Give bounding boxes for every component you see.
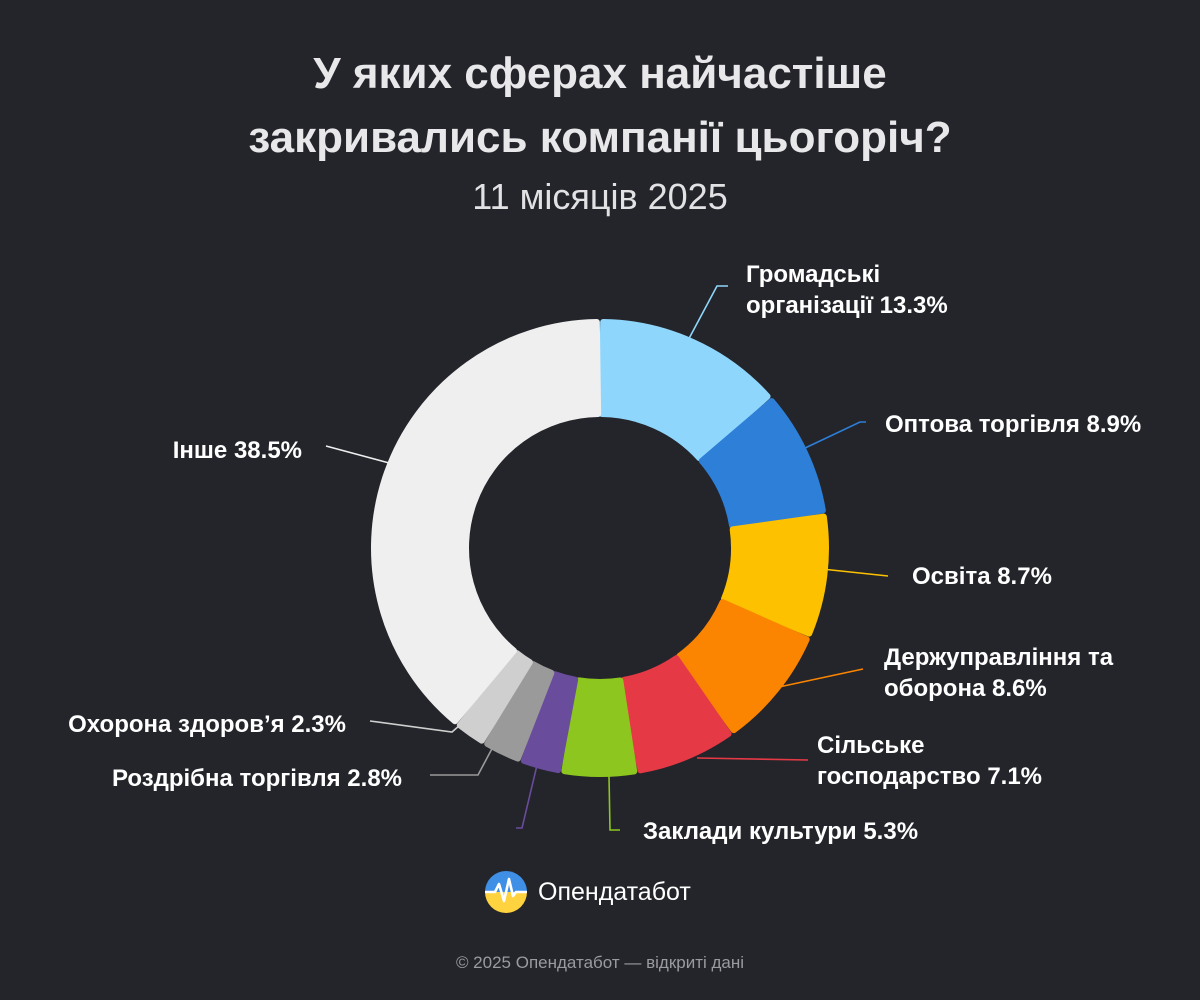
title-line-2: закривались компанії цьогоріч? bbox=[248, 113, 952, 162]
title-line-1: У яких сферах найчастіше bbox=[313, 49, 887, 98]
brand-name: Опендатабот bbox=[538, 877, 691, 906]
leader-line-4 bbox=[778, 668, 864, 688]
donut-slice-4 bbox=[676, 599, 810, 734]
slice-label-8-line-1: Роздрібна торгівля 2.8% bbox=[112, 765, 402, 792]
leader-line-9 bbox=[369, 720, 461, 733]
opendatabot-logo-icon bbox=[485, 871, 527, 913]
chart-subtitle: 11 місяців 2025 bbox=[472, 176, 728, 217]
slice-label-2-line-1: Оптова торгівля 8.9% bbox=[885, 411, 1141, 438]
donut-slice-1 bbox=[598, 319, 771, 462]
donut-slice-3 bbox=[721, 513, 829, 637]
slice-label-10-line-1: Інше 38.5% bbox=[173, 437, 302, 464]
slice-label-3: Освіта 8.7% bbox=[912, 563, 1052, 590]
donut-slice-2 bbox=[698, 398, 826, 529]
donut-slice-5 bbox=[620, 655, 732, 774]
leader-line-5 bbox=[696, 757, 809, 761]
donut-slice-7 bbox=[520, 671, 579, 774]
slice-label-1-line-1: Громадські bbox=[746, 261, 880, 288]
slice-label-8: Роздрібна торгівля 2.8% bbox=[112, 765, 402, 792]
leader-line-1 bbox=[684, 285, 728, 347]
slice-label-1: Громадські організації 13.3% bbox=[746, 261, 948, 319]
slice-label-10: Інше 38.5% bbox=[173, 437, 302, 464]
slice-label-6-line-1: Заклади культури 5.3% bbox=[643, 818, 918, 845]
slice-label-4-line-1: Держуправління та bbox=[884, 644, 1114, 671]
footer-copyright: © 2025 Опендатабот — відкриті дані bbox=[455, 953, 745, 972]
slice-label-2: Оптова торгівля 8.9% bbox=[885, 411, 1141, 438]
donut-slice-6 bbox=[561, 677, 638, 777]
slice-label-9-line-1: Охорона здоров’я 2.3% bbox=[68, 711, 346, 738]
leader-line-8 bbox=[430, 742, 496, 776]
leader-line-3 bbox=[821, 568, 889, 577]
slice-label-5: Сільське господарство 7.1% bbox=[817, 732, 1042, 790]
leader-line-6 bbox=[608, 775, 620, 831]
donut-slice-8 bbox=[484, 661, 555, 762]
leader-line-2 bbox=[802, 421, 866, 450]
slice-label-9: Охорона здоров’я 2.3% bbox=[68, 711, 346, 738]
leader-line-10 bbox=[325, 445, 394, 465]
chart-title: У яких сферах найчастіше закривались ком… bbox=[0, 42, 1200, 170]
leader-line-7 bbox=[516, 760, 539, 829]
donut-slice-10 bbox=[371, 319, 602, 725]
slice-label-5-line-2: господарство 7.1% bbox=[817, 763, 1042, 790]
slice-label-6: Заклади культури 5.3% bbox=[643, 818, 918, 845]
brand: Опендатабот bbox=[484, 870, 691, 914]
slice-label-1-line-2: організації 13.3% bbox=[746, 292, 948, 319]
slice-label-4-line-2: оборона 8.6% bbox=[884, 675, 1047, 702]
slice-label-3-line-1: Освіта 8.7% bbox=[912, 563, 1052, 590]
slice-label-4: Держуправління та оборона 8.6% bbox=[884, 644, 1114, 702]
donut-slice-9 bbox=[456, 650, 533, 744]
slice-label-5-line-1: Сільське bbox=[817, 732, 924, 759]
